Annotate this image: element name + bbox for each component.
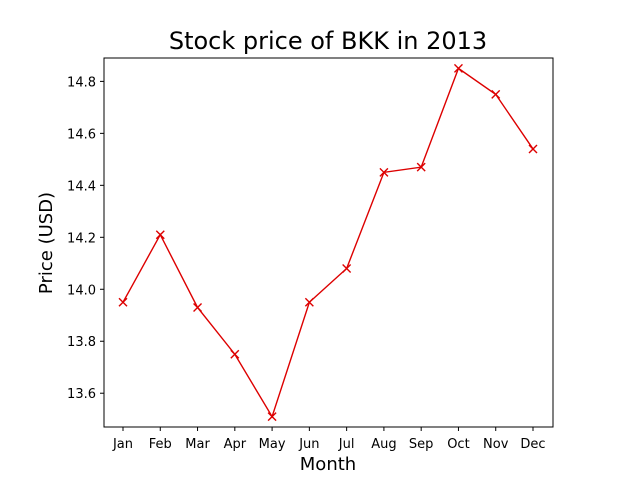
- x-axis: Jan Feb Mar Apr May Jun Jul Aug Sep Oct Nov Dec: [112, 427, 546, 452]
- x-tick-label: Mar: [185, 437, 210, 452]
- y-tick-label: 13.8: [67, 335, 96, 350]
- x-tick-label: Jan: [112, 437, 133, 452]
- x-tick-label: Jun: [298, 437, 319, 452]
- data-point-marker: [454, 64, 462, 72]
- y-axis: 13.6 13.8 14.0 14.2 14.4 14.6 14.8: [67, 75, 104, 402]
- y-tick-label: 13.6: [67, 387, 96, 402]
- y-axis-label: Price (USD): [36, 192, 57, 294]
- data-point-marker: [305, 298, 313, 306]
- data-point-marker: [119, 298, 127, 306]
- x-tick-label: Nov: [483, 437, 509, 452]
- data-point-marker: [492, 90, 500, 98]
- x-tick-label: Sep: [409, 437, 434, 452]
- data-point-marker: [156, 231, 164, 239]
- data-point-marker: [194, 303, 202, 311]
- series-layer: [119, 64, 537, 420]
- y-tick-label: 14.8: [67, 75, 96, 90]
- data-point-marker: [268, 413, 276, 421]
- y-tick-label: 14.4: [67, 179, 96, 194]
- x-tick-label: Feb: [149, 437, 172, 452]
- y-tick-label: 14.2: [67, 231, 96, 246]
- x-tick-label: Oct: [447, 437, 469, 452]
- series-line: [123, 68, 533, 416]
- data-point-marker: [231, 350, 239, 358]
- chart-title: Stock price of BKK in 2013: [169, 27, 487, 55]
- y-tick-label: 14.6: [67, 127, 96, 142]
- x-tick-label: Apr: [224, 437, 247, 452]
- x-tick-label: Aug: [371, 437, 396, 452]
- plot-frame: [104, 58, 553, 427]
- y-tick-label: 14.0: [67, 283, 96, 298]
- x-tick-label: Jul: [338, 437, 355, 452]
- x-axis-label: Month: [300, 454, 356, 475]
- x-tick-label: Dec: [520, 437, 545, 452]
- data-point-marker: [343, 264, 351, 272]
- x-tick-label: May: [259, 437, 286, 452]
- data-point-marker: [529, 145, 537, 153]
